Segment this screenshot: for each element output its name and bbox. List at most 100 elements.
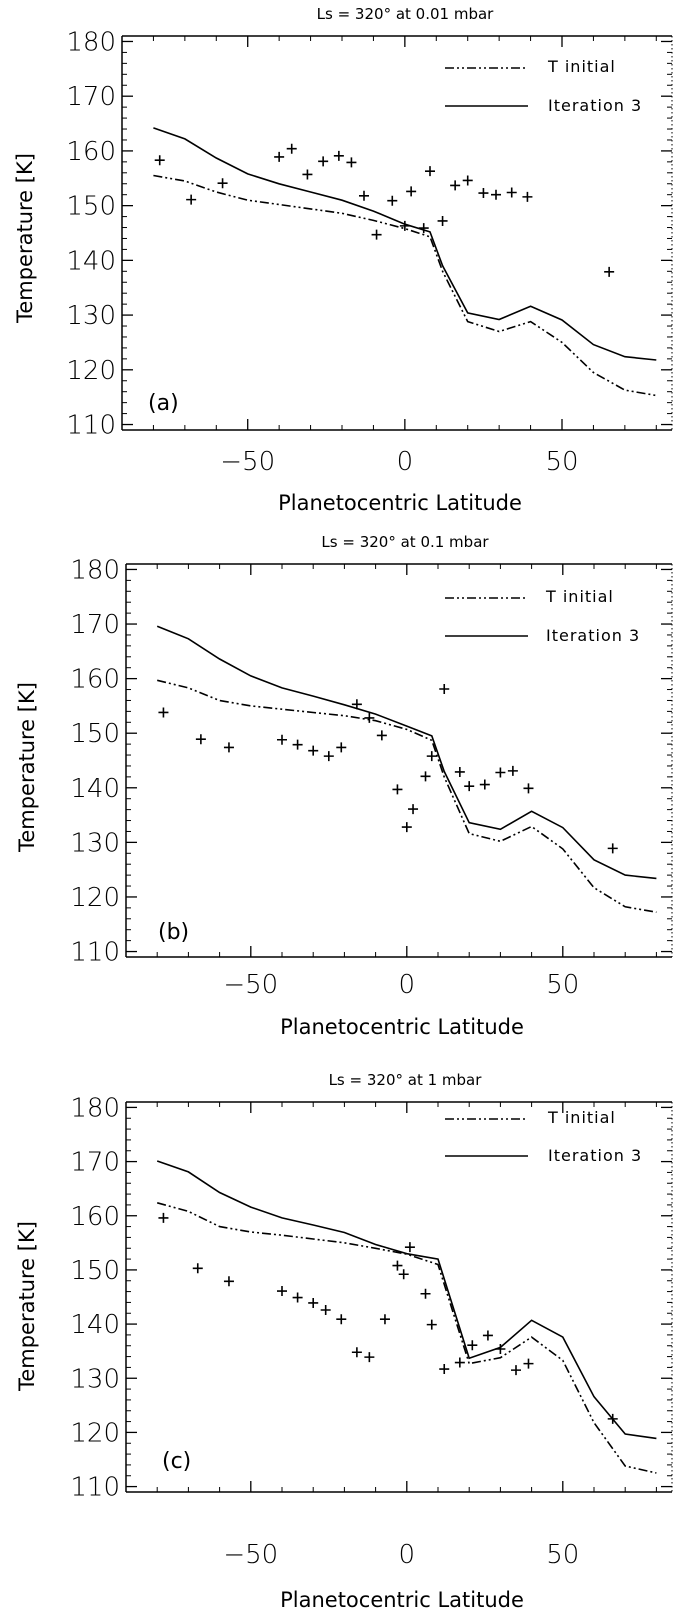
data-point-observation <box>308 745 319 756</box>
data-point-observation <box>318 156 329 167</box>
legend-entry-t-initial: T initial <box>545 587 614 606</box>
x-tick-label: −50 <box>223 1540 278 1570</box>
data-point-observation <box>479 779 490 790</box>
data-point-observation <box>439 1364 450 1375</box>
y-tick-label: 120 <box>66 356 116 386</box>
data-point-observation <box>404 1242 415 1253</box>
legend-entry-iteration-3: Iteration 3 <box>548 1146 642 1165</box>
data-point-observation <box>274 151 285 162</box>
data-point-observation <box>320 1305 331 1315</box>
data-point-observation <box>482 1330 493 1341</box>
data-point-observation <box>217 178 228 189</box>
panel-label: (c) <box>162 1449 191 1474</box>
data-point-observation <box>376 730 387 741</box>
data-point-observation <box>351 1347 362 1358</box>
x-tick-label: 0 <box>397 447 414 477</box>
data-point-observation <box>491 189 501 200</box>
y-tick-label: 120 <box>70 1418 120 1448</box>
x-tick-label: −50 <box>220 447 275 477</box>
data-point-observation <box>437 215 448 226</box>
data-point-observation <box>364 1352 375 1363</box>
data-point-observation <box>450 180 461 191</box>
data-point-observation <box>478 188 489 199</box>
data-point-observation <box>186 194 197 205</box>
series-line-iteration-3 <box>153 127 657 361</box>
legend-entry-t-initial: T initial <box>547 1108 616 1127</box>
data-point-observation <box>495 1344 506 1354</box>
data-point-observation <box>406 186 417 197</box>
data-point-observation <box>420 771 431 782</box>
data-point-observation <box>351 699 362 710</box>
data-point-observation <box>387 195 398 206</box>
data-point-observation <box>292 739 303 750</box>
data-point-observation <box>462 175 473 186</box>
data-point-observation <box>223 1276 234 1287</box>
data-point-observation <box>292 1292 303 1303</box>
y-axis-label: Temperature [K] <box>15 682 39 853</box>
y-tick-label: 180 <box>66 27 116 57</box>
data-point-observation <box>223 742 234 753</box>
series-line-t-initial <box>153 174 657 397</box>
y-tick-label: 160 <box>70 665 120 695</box>
data-point-observation <box>302 169 313 180</box>
data-point-observation <box>507 765 518 776</box>
data-point-observation <box>392 784 403 795</box>
data-point-observation <box>439 683 450 694</box>
data-point-observation <box>604 266 615 277</box>
series-line-iteration-3 <box>156 625 657 880</box>
y-tick-label: 140 <box>70 774 120 804</box>
y-tick-label: 110 <box>70 1473 120 1503</box>
data-point-observation <box>467 1340 478 1351</box>
data-point-observation <box>192 1263 203 1274</box>
chart-panel-b: Ls = 320° at 0.1 mbar Temperature [K] Pl… <box>15 533 673 1039</box>
y-tick-label: 110 <box>70 938 120 968</box>
y-axis-label: Temperature [K] <box>15 1221 39 1392</box>
data-point-observation <box>420 1288 431 1299</box>
x-tick-label: 50 <box>546 970 579 1000</box>
y-tick-label: 150 <box>70 719 120 749</box>
y-tick-label: 140 <box>70 1310 120 1340</box>
data-point-observation <box>158 1212 169 1223</box>
data-point-observation <box>511 1365 521 1376</box>
data-point-observation <box>426 1319 437 1330</box>
y-tick-label: 180 <box>70 1093 120 1123</box>
y-axis-label: Temperature [K] <box>13 153 37 324</box>
data-point-observation <box>464 781 475 792</box>
legend-entry-t-initial: T initial <box>547 57 616 76</box>
y-tick-label: 150 <box>70 1256 120 1286</box>
chart-title: Ls = 320° at 0.01 mbar <box>317 5 495 23</box>
chart-panel-c: Ls = 320° at 1 mbar Temperature [K] Plan… <box>15 1071 673 1612</box>
data-point-observation <box>392 1260 403 1271</box>
chart-title: Ls = 320° at 1 mbar <box>329 1071 483 1089</box>
data-point-observation <box>336 742 347 753</box>
data-point-observation <box>523 783 534 794</box>
x-axis-label: Planetocentric Latitude <box>278 491 522 515</box>
x-tick-label: −50 <box>223 970 278 1000</box>
data-point-observation <box>454 1357 465 1368</box>
data-point-observation <box>522 191 533 202</box>
data-point-observation <box>346 157 357 168</box>
data-point-observation <box>495 767 506 778</box>
series-line-t-initial <box>157 679 657 913</box>
data-point-observation <box>364 712 375 723</box>
chart-title: Ls = 320° at 0.1 mbar <box>321 533 489 551</box>
data-point-observation <box>277 1286 287 1297</box>
data-point-observation <box>323 751 334 762</box>
y-tick-label: 170 <box>70 1148 120 1178</box>
data-point-observation <box>607 1413 618 1424</box>
y-tick-label: 130 <box>70 828 120 858</box>
data-point-observation <box>308 1297 319 1308</box>
chart-panel-a: Ls = 320° at 0.01 mbar Temperature [K] P… <box>13 5 673 515</box>
data-point-observation <box>523 1358 534 1369</box>
y-tick-label: 180 <box>70 555 120 585</box>
data-point-observation <box>418 223 429 234</box>
x-tick-label: 0 <box>399 970 416 1000</box>
y-tick-label: 170 <box>70 610 120 640</box>
y-tick-label: 150 <box>66 192 116 222</box>
data-point-observation <box>399 220 410 231</box>
data-point-observation <box>195 734 206 745</box>
y-tick-label: 140 <box>66 246 116 276</box>
data-point-observation <box>425 166 435 177</box>
data-point-observation <box>607 843 618 854</box>
